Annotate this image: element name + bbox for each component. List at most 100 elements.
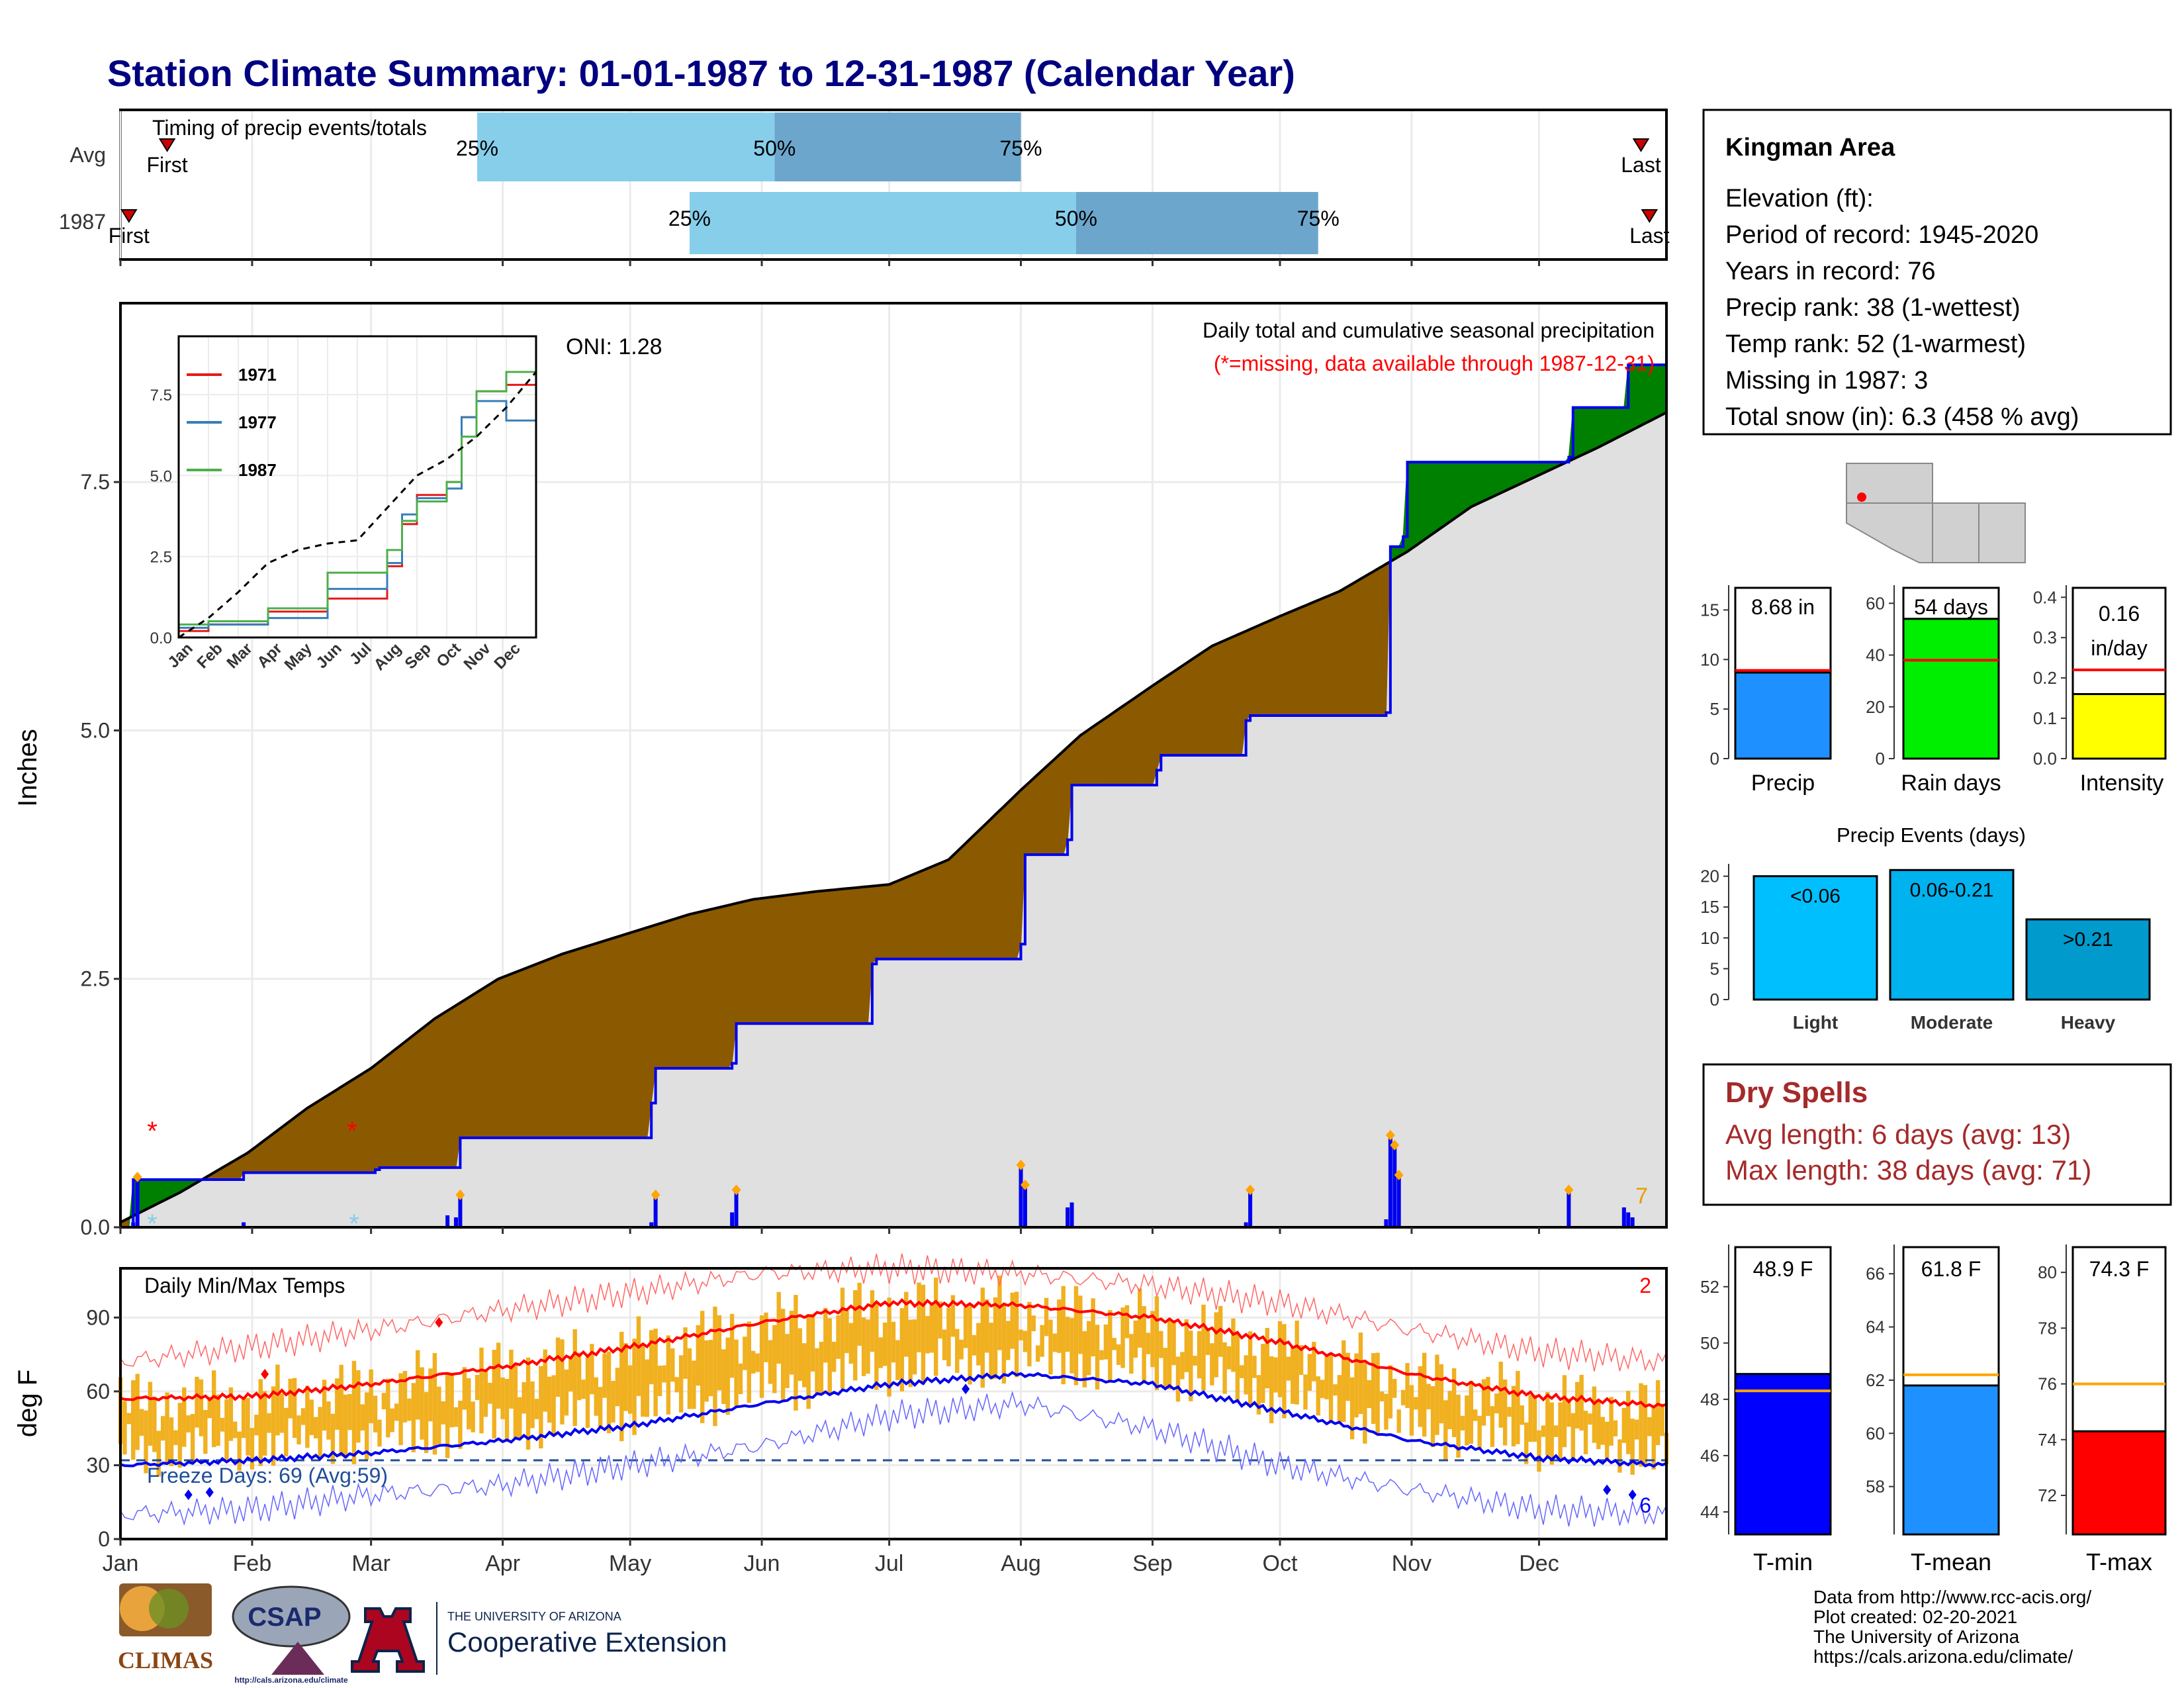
- below-normal-fill: [447, 1007, 453, 1168]
- below-normal-fill: [740, 901, 745, 1024]
- below-normal-fill: [736, 902, 741, 1024]
- above-normal-fill: [1462, 461, 1467, 514]
- missing-marker-1: *: [147, 1117, 158, 1146]
- precip-total-bar: [1734, 671, 1832, 760]
- daily-temp-bar: [806, 1314, 811, 1409]
- intensity-ytick-label: 0.0: [2033, 749, 2057, 769]
- daily-temp-bar: [1375, 1352, 1380, 1434]
- daily-temp-bar: [1027, 1301, 1032, 1367]
- temp-ytick-label: 0: [98, 1527, 110, 1551]
- above-normal-fill: [158, 1179, 163, 1204]
- below-normal-fill: [426, 1021, 431, 1168]
- below-normal-fill: [680, 915, 686, 1069]
- daily-temp-bar: [857, 1282, 862, 1346]
- inset-line-1987: [179, 355, 537, 626]
- daily-temp-bar: [1502, 1379, 1508, 1446]
- daily-temp-bar: [1019, 1329, 1023, 1340]
- daily-temp-bar: [666, 1335, 671, 1415]
- intensity-ytick-label: 0.3: [2033, 628, 2057, 647]
- daily-temp-bar: [1345, 1352, 1350, 1401]
- daily-temp-bar: [1405, 1363, 1410, 1409]
- below-normal-fill: [422, 1024, 427, 1168]
- above-normal-fill: [1496, 461, 1502, 496]
- daily-temp-bar: [1087, 1321, 1091, 1376]
- precip-events-chart: 0 5 10 15 20 <0.06 Light 0.06-0.21 Moderate >0.21…: [1700, 864, 2171, 1033]
- below-normal-fill: [336, 1086, 342, 1173]
- daily-temp-bar: [1273, 1357, 1278, 1393]
- below-normal-fill: [625, 932, 631, 1139]
- temp-xtick-label: Feb: [233, 1551, 272, 1576]
- daily-temp-bar: [692, 1360, 696, 1409]
- below-normal-fill: [884, 884, 890, 960]
- intensity-unit-label: in/day: [2091, 636, 2147, 660]
- below-normal-fill: [1037, 769, 1043, 855]
- below-normal-fill: [816, 890, 822, 1024]
- below-normal-fill: [676, 916, 682, 1069]
- below-normal-fill: [693, 912, 699, 1069]
- daily-temp-bar: [955, 1329, 960, 1373]
- below-normal-fill: [689, 913, 694, 1069]
- daily-temp-bar: [1392, 1379, 1397, 1398]
- daily-temp-bar: [895, 1340, 900, 1380]
- below-normal-fill: [803, 892, 809, 1024]
- daily-temp-bar: [611, 1381, 615, 1423]
- temp-xtick-label: Dec: [1519, 1551, 1559, 1576]
- daily-temp-bar: [288, 1378, 293, 1419]
- daily-temp-bar: [1562, 1375, 1567, 1448]
- daily-temp-bar: [1528, 1395, 1533, 1442]
- daily-temp-bar: [764, 1312, 768, 1362]
- timing-title: Timing of precip events/totals: [152, 116, 427, 140]
- below-normal-fill: [1097, 720, 1102, 786]
- daily-temp-bar: [831, 1341, 837, 1372]
- daily-temp-bar: [445, 1372, 450, 1458]
- daily-temp-bar: [543, 1349, 547, 1412]
- footer-line-1: Data from http://www.rcc-acis.org/: [1813, 1587, 2091, 1607]
- above-normal-fill: [1487, 461, 1493, 500]
- below-normal-fill: [1007, 797, 1013, 960]
- temperature-bars: 44 46 48 50 52 48.9 F T-min 58 60 62 64 66 61.8 F T-m…: [1700, 1244, 2171, 1575]
- below-normal-fill: [1292, 608, 1298, 716]
- daily-temp-bar: [1583, 1411, 1588, 1454]
- daily-temp-bar: [636, 1316, 641, 1396]
- timing-first-label: First: [109, 224, 150, 248]
- below-normal-fill: [944, 859, 949, 960]
- daily-temp-bar: [721, 1349, 726, 1404]
- station-info-line: Temp rank: 52 (1-warmest): [1725, 330, 2026, 358]
- daily-temp-bar: [1316, 1376, 1320, 1416]
- daily-temp-bar: [1592, 1386, 1597, 1443]
- daily-temp-bar: [1422, 1352, 1427, 1437]
- daily-temp-bar: [453, 1407, 459, 1427]
- daily-temp-bar: [1065, 1317, 1070, 1352]
- above-normal-fill: [1611, 407, 1616, 442]
- daily-temp-bar: [262, 1391, 267, 1456]
- daily-temp-bar: [496, 1342, 501, 1409]
- daily-temp-bar: [815, 1348, 819, 1395]
- below-normal-fill: [1250, 626, 1255, 716]
- daily-temp-bar: [1142, 1306, 1146, 1384]
- below-normal-fill: [1135, 694, 1140, 786]
- daily-temp-bar: [351, 1360, 357, 1464]
- temp-panel: 0 30 60 90 Jan Feb Mar Apr May Jun Jul Aug Sep Oct No…: [13, 259, 1669, 1576]
- daily-temp-bar: [984, 1299, 989, 1353]
- below-normal-fill: [536, 961, 541, 1139]
- timing-first-label: First: [146, 153, 187, 177]
- below-normal-fill: [294, 1113, 300, 1173]
- daily-temp-bar: [356, 1370, 361, 1443]
- daily-temp-bar: [968, 1305, 972, 1385]
- daily-temp-bar: [1108, 1310, 1113, 1382]
- daily-temp-bar: [279, 1393, 285, 1433]
- below-normal-fill: [473, 991, 478, 1139]
- below-normal-fill: [940, 861, 945, 960]
- below-normal-fill: [438, 1012, 444, 1168]
- daily-precip-bar: [649, 1222, 654, 1227]
- above-normal-fill: [146, 1179, 151, 1211]
- below-normal-fill: [379, 1057, 385, 1168]
- daily-temp-bar: [1524, 1422, 1529, 1464]
- above-normal-fill: [1513, 461, 1518, 488]
- daily-temp-bar: [1205, 1329, 1210, 1355]
- temp-title: Daily Min/Max Temps: [144, 1274, 345, 1297]
- daily-temp-bar: [1163, 1348, 1167, 1389]
- precip-count-label: 7: [1635, 1184, 1648, 1209]
- below-normal-fill: [1105, 714, 1111, 786]
- daily-temp-bar: [420, 1367, 424, 1440]
